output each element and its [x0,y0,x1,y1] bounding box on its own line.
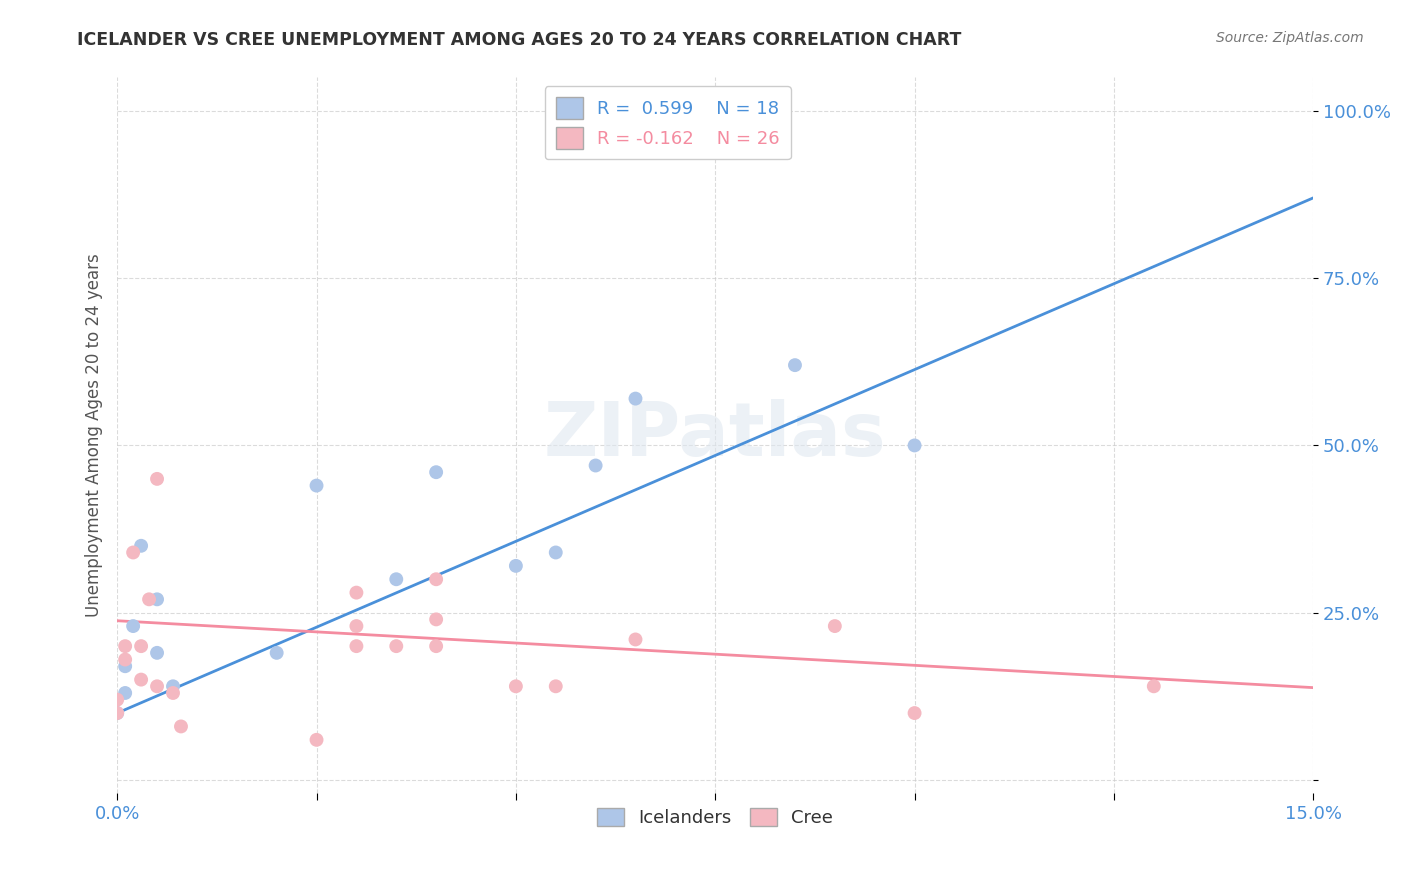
Point [129,673,152,687]
Point [162,686,184,700]
Point [425,639,447,653]
Text: ZIPatlas: ZIPatlas [544,399,887,472]
Text: ICELANDER VS CREE UNEMPLOYMENT AMONG AGES 20 TO 24 YEARS CORRELATION CHART: ICELANDER VS CREE UNEMPLOYMENT AMONG AGE… [77,31,962,49]
Point [505,679,527,693]
Point [824,619,846,633]
Point [305,478,328,492]
Point [105,706,128,720]
Point [425,612,447,626]
Point [624,632,647,647]
Point [585,458,607,473]
Point [1143,679,1166,693]
Point [114,639,136,653]
Point [146,646,169,660]
Point [344,585,367,599]
Point [129,539,152,553]
Point [114,659,136,673]
Point [105,692,128,706]
Point [624,392,647,406]
Point [385,572,408,586]
Point [544,545,567,559]
Point [425,465,447,479]
Point [425,572,447,586]
Point [162,679,184,693]
Point [146,472,169,486]
Text: Source: ZipAtlas.com: Source: ZipAtlas.com [1216,31,1364,45]
Point [138,592,160,607]
Point [903,706,925,720]
Point [146,679,169,693]
Point [385,639,408,653]
Point [122,619,145,633]
Legend: Icelanders, Cree: Icelanders, Cree [591,801,841,834]
Point [170,719,193,733]
Point [344,619,367,633]
Point [146,592,169,607]
Point [129,639,152,653]
Point [544,679,567,693]
Point [305,732,328,747]
Point [505,558,527,573]
Point [344,639,367,653]
Point [105,706,128,720]
Point [783,358,806,372]
Y-axis label: Unemployment Among Ages 20 to 24 years: Unemployment Among Ages 20 to 24 years [86,253,103,617]
Point [114,652,136,666]
Point [266,646,288,660]
Point [122,545,145,559]
Point [903,438,925,452]
Point [114,686,136,700]
